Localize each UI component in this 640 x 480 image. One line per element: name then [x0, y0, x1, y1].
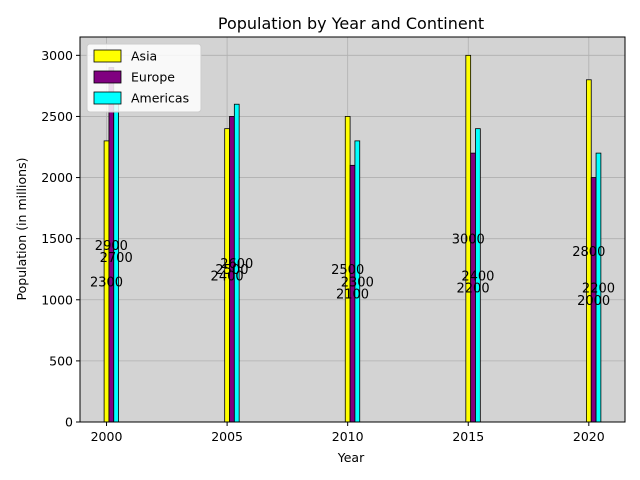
data-label-americas-2015: 2400 — [461, 269, 494, 284]
legend-swatch-americas — [93, 91, 122, 105]
data-label-asia-2010: 2500 — [331, 263, 364, 278]
plot-frame — [79, 36, 626, 423]
y-tick-label: 1000 — [41, 292, 73, 307]
y-tick-label: 500 — [49, 353, 73, 368]
data-label-americas-2005: 2600 — [220, 257, 253, 272]
data-label-asia-2000: 2300 — [90, 275, 123, 290]
data-label-europe-2000: 2900 — [95, 239, 128, 254]
y-tick-label: 2500 — [41, 109, 73, 124]
legend-label-americas: Americas — [131, 91, 189, 106]
y-tick-label: 1500 — [41, 231, 73, 246]
x-tick-label: 2015 — [452, 429, 484, 444]
y-tick-label: 2000 — [41, 170, 73, 185]
x-tick-label: 2000 — [91, 429, 123, 444]
data-label-europe-2005: 2500 — [215, 263, 248, 278]
data-label-asia-2020: 2800 — [572, 245, 605, 260]
legend: Asia Europe Americas — [86, 43, 202, 113]
bars-group — [103, 54, 602, 423]
data-label-europe-2010: 2100 — [336, 288, 369, 303]
data-label-europe-2020: 2000 — [577, 294, 610, 309]
legend-swatch-europe — [93, 70, 122, 84]
legend-swatch-asia — [93, 49, 122, 63]
data-label-americas-2010: 2300 — [341, 275, 374, 290]
data-label-asia-2005: 2400 — [211, 269, 244, 284]
data-label-asia-2015: 3000 — [452, 233, 485, 248]
x-tick-label: 2020 — [573, 429, 605, 444]
chart-title: Population by Year and Continent — [218, 14, 484, 33]
x-tick-label: 2005 — [211, 429, 243, 444]
legend-label-asia: Asia — [131, 49, 157, 64]
y-tick-label: 3000 — [41, 48, 73, 63]
data-label-europe-2015: 2200 — [457, 282, 490, 297]
y-tick-label: 0 — [65, 415, 73, 430]
x-axis-ticks: 2000 2005 2010 2015 2020 — [91, 422, 605, 444]
legend-label-europe: Europe — [131, 70, 175, 85]
x-tick-label: 2010 — [332, 429, 364, 444]
data-label-americas-2000: 2700 — [100, 251, 133, 266]
data-label-americas-2020: 2200 — [582, 282, 615, 297]
x-axis-label: Year — [337, 450, 365, 465]
y-axis-label: Population (in millions) — [14, 158, 29, 301]
y-axis-ticks: 0 500 1000 1500 2000 2500 3000 — [41, 48, 80, 430]
